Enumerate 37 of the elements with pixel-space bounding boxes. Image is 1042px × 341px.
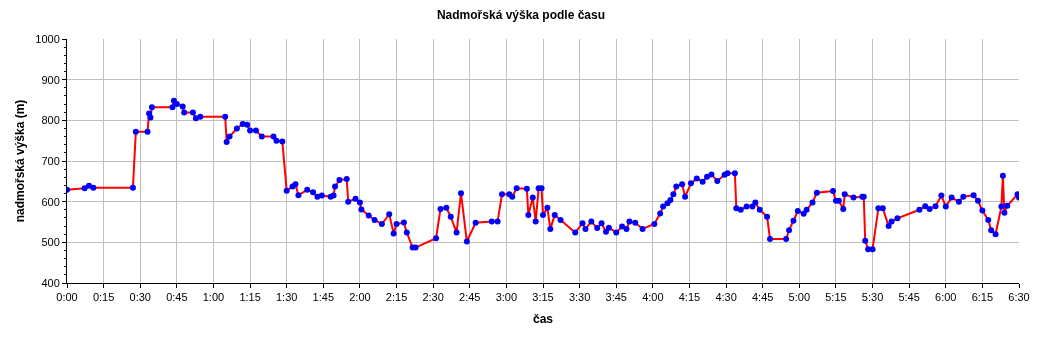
x-tick-label: 4:15 bbox=[678, 291, 701, 304]
x-axis-title: čas bbox=[532, 312, 554, 327]
x-tick-label: 2:00 bbox=[349, 291, 371, 304]
x-tick-label: 5:15 bbox=[825, 291, 847, 304]
y-tick-label: 800 bbox=[41, 114, 60, 127]
x-tick-label: 0:15 bbox=[92, 291, 115, 304]
x-tick-label: 1:15 bbox=[239, 291, 261, 304]
chart-title: Nadmořská výška podle času bbox=[436, 7, 606, 22]
y-tick-label: 500 bbox=[41, 236, 60, 249]
x-tick-label: 6:00 bbox=[935, 291, 957, 304]
x-tick-label: 2:30 bbox=[422, 291, 444, 304]
x-tick-label: 4:30 bbox=[715, 291, 737, 304]
x-tick-label: 2:15 bbox=[385, 291, 408, 304]
x-tick-label: 1:45 bbox=[312, 291, 335, 304]
x-tick-label: 5:45 bbox=[898, 291, 920, 304]
x-tick-label: 3:45 bbox=[605, 291, 627, 304]
y-tick-label: 400 bbox=[41, 276, 60, 289]
x-tick-label: 6:30 bbox=[1008, 291, 1030, 304]
x-tick-label: 4:00 bbox=[642, 291, 664, 304]
x-tick-label: 4:45 bbox=[751, 291, 774, 304]
y-tick-label: 700 bbox=[41, 154, 60, 167]
y-tick-label: 1000 bbox=[35, 32, 60, 45]
x-tick-label: 0:00 bbox=[56, 291, 78, 304]
y-tick-label: 900 bbox=[41, 73, 60, 86]
x-tick-label: 5:00 bbox=[788, 291, 811, 304]
y-axis-title: nadmořská výška (m) bbox=[12, 99, 27, 223]
x-tick-label: 3:00 bbox=[495, 291, 518, 304]
x-tick-label: 0:30 bbox=[129, 291, 151, 304]
x-tick-label: 6:15 bbox=[971, 291, 994, 304]
y-tick-label: 600 bbox=[41, 195, 60, 208]
x-tick-label: 1:30 bbox=[275, 291, 298, 304]
x-tick-label: 5:30 bbox=[861, 291, 884, 304]
x-tick-label: 0:45 bbox=[166, 291, 188, 304]
x-tick-label: 3:15 bbox=[532, 291, 554, 304]
x-tick-label: 1:00 bbox=[202, 291, 225, 304]
x-tick-label: 3:30 bbox=[568, 291, 591, 304]
x-tick-label: 2:45 bbox=[459, 291, 481, 304]
